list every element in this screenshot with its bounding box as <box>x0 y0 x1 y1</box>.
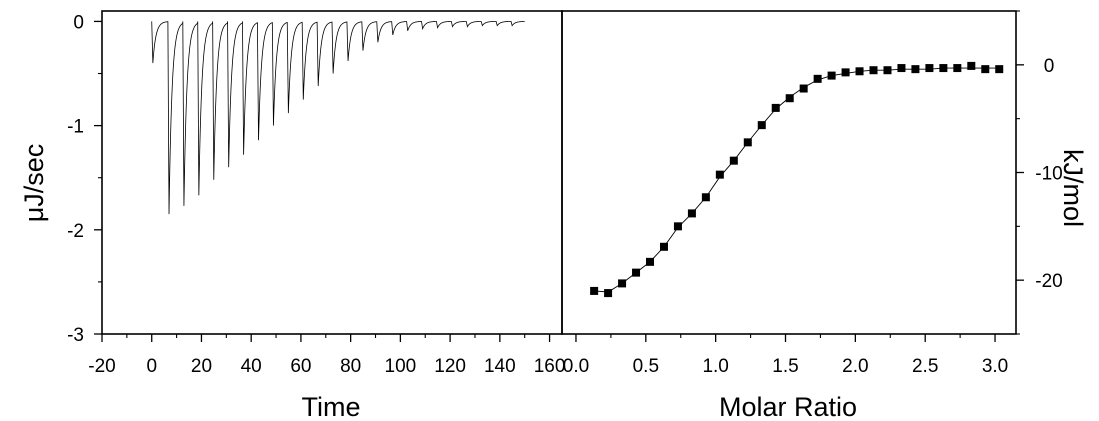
left-plot-frame <box>101 10 563 335</box>
left-x-tick-label: -20 <box>88 356 115 377</box>
data-point-marker <box>729 156 738 165</box>
left-x-tick-label: 20 <box>191 356 212 377</box>
right-plot-frame <box>561 10 1017 335</box>
right-x-tick-label: 2.5 <box>912 356 938 377</box>
data-point-marker <box>897 64 906 73</box>
left-x-tick-label: 140 <box>484 356 516 377</box>
right-y-tick-label: -10 <box>1035 164 1062 185</box>
fit-curve-line <box>594 67 1000 293</box>
data-point-marker <box>771 103 780 112</box>
right-y-tick-label: -20 <box>1035 271 1062 292</box>
data-point-marker <box>953 64 962 73</box>
left-x-tick-label: 60 <box>290 356 311 377</box>
data-point-marker <box>925 64 934 73</box>
data-point-marker <box>604 289 613 298</box>
right-y-axis-title: kJ/mol <box>1058 149 1088 227</box>
right-x-tick-label: 1.5 <box>772 356 798 377</box>
data-point-marker <box>869 66 878 75</box>
data-point-marker <box>659 242 668 251</box>
data-point-marker <box>673 222 682 231</box>
left-y-axis-title: μJ/sec <box>19 144 49 223</box>
data-point-marker <box>799 84 808 93</box>
right-x-tick-label: 1.0 <box>702 356 728 377</box>
left-x-tick-label: 100 <box>385 356 417 377</box>
data-point-marker <box>590 286 599 295</box>
left-y-tick-label: -3 <box>67 325 84 346</box>
data-point-marker <box>981 65 990 74</box>
data-point-marker <box>855 67 864 76</box>
data-point-marker <box>813 74 822 83</box>
right-x-tick-label: 0.5 <box>633 356 659 377</box>
binding-isotherm-panel: 0.0 0.5 1.0 1.5 2.0 2.5 3.0 0 -10 -20 <box>561 10 1063 377</box>
left-y-tick-label: 0 <box>73 12 84 33</box>
data-point-marker <box>687 209 696 218</box>
left-x-tick-label: 160 <box>534 356 566 377</box>
left-x-tick-label: 80 <box>340 356 361 377</box>
right-x-tick-label: 2.0 <box>842 356 868 377</box>
left-y-tick-label: -2 <box>67 221 84 242</box>
data-point-marker <box>911 65 920 74</box>
data-point-marker <box>743 138 752 147</box>
left-x-axis-title: Time <box>302 392 361 421</box>
right-x-tick-label: 3.0 <box>982 356 1008 377</box>
data-point-marker <box>632 268 641 277</box>
data-point-marker <box>967 61 976 70</box>
data-point-marker <box>995 65 1004 74</box>
data-point-marker <box>883 66 892 75</box>
right-y-tick-label: 0 <box>1044 56 1055 77</box>
right-x-tick-label: 0.0 <box>563 356 589 377</box>
right-x-axis-title: Molar Ratio <box>719 392 857 421</box>
left-x-tick-label: 120 <box>434 356 466 377</box>
data-point-marker <box>618 279 627 288</box>
left-x-tick-label: 40 <box>241 356 262 377</box>
data-point-marker <box>757 121 766 130</box>
data-point-marker <box>827 71 836 80</box>
heat-trace-line <box>151 21 525 215</box>
data-point-marker <box>715 170 724 179</box>
data-point-marker <box>841 68 850 77</box>
left-y-tick-label: -1 <box>67 117 84 138</box>
data-point-marker <box>701 193 710 202</box>
data-point-marker <box>646 257 655 266</box>
left-x-tick-label: 0 <box>146 356 157 377</box>
data-point-marker <box>785 94 794 103</box>
raw-heat-panel: -20 0 20 40 60 80 100 120 140 160 0 -1 -2 -3 <box>67 10 566 377</box>
data-point-marker <box>939 64 948 73</box>
